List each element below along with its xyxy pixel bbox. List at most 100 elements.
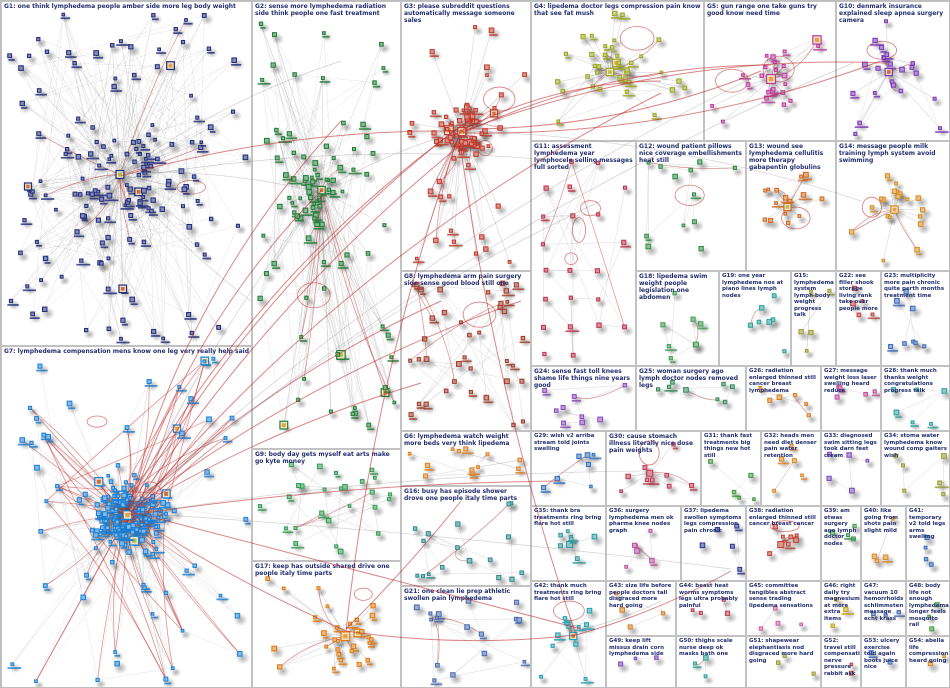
group-panel-G41[interactable]: G41: temporary v2 told legs arms swellin… (906, 506, 949, 581)
group-panel-G21[interactable]: G21: one clean lie prep athletic swollen… (401, 586, 531, 687)
group-network-G6 (407, 446, 530, 485)
group-network-G19 (746, 293, 790, 361)
group-network-G40 (870, 516, 902, 571)
group-panel-G47[interactable]: G47: vacuum 10 hemorrhoids schlimmsten m… (861, 581, 906, 636)
group-panel-G4[interactable]: G4: lipedema doctor legs compression pai… (531, 1, 704, 141)
group-network-G36 (623, 528, 663, 576)
group-panel-G3[interactable]: G3: please subreddit questions automatic… (401, 1, 531, 271)
group-network-G25 (655, 379, 742, 412)
group-panel-G34[interactable]: G34: stoma water lymphedema know wound c… (881, 431, 949, 506)
group-panel-G29[interactable]: G29: wish v2 arriba stream told joints s… (531, 431, 606, 506)
group-network-G10 (849, 19, 949, 140)
group-network-G29 (540, 452, 603, 498)
group-network-G13 (762, 171, 832, 233)
group-network-G16 (412, 501, 530, 585)
group-network-G22 (848, 283, 880, 325)
group-panel-G49[interactable]: G49: keep lift missus drain corn lymphed… (606, 636, 676, 687)
group-network-G41 (923, 534, 941, 575)
group-network-G9 (257, 461, 399, 560)
group-network-G12 (643, 159, 744, 259)
group-network-G37 (698, 523, 745, 580)
group-panel-G43[interactable]: G43: size life before people doctors tal… (606, 581, 676, 636)
group-network-G31 (707, 459, 760, 505)
group-panel-G2[interactable]: G2: sense more lymphedema radiation side… (252, 1, 401, 449)
group-panel-G32[interactable]: G32: heads men need diet denser pain wat… (761, 431, 821, 506)
group-panel-G35[interactable]: G35: thank bra treatments ring bring fla… (531, 506, 606, 581)
group-panel-G18[interactable]: G18: lipedema swim weight people legisla… (636, 271, 719, 366)
group-panel-G10[interactable]: G10: denmark insurance explained sleep a… (836, 1, 949, 141)
group-network-G7 (7, 356, 251, 687)
group-network-G39 (828, 523, 860, 549)
group-network-G26 (758, 385, 818, 425)
group-panel-G11[interactable]: G11: assessment lymphedema year lymphoce… (531, 141, 636, 366)
group-network-G34 (892, 453, 949, 504)
group-panel-G26[interactable]: G26: radiation enlarged thinned still ca… (746, 366, 821, 431)
group-panel-G14[interactable]: G14: message people milk training lymph … (836, 141, 949, 271)
group-panel-G19[interactable]: G19: one year lymphedema nos at piano li… (719, 271, 791, 366)
group-panel-G36[interactable]: G36: surgery lymphedema men ok pharma kn… (606, 506, 681, 581)
group-panel-G24[interactable]: G24: sense fast toll knees shame life th… (531, 366, 636, 431)
group-network-G44 (690, 597, 738, 624)
group-network-G43 (613, 591, 673, 635)
group-panel-G7[interactable]: G7: lymphedema compensation mens know on… (1, 346, 252, 687)
group-panel-G39[interactable]: G39: am etwas surgery ago lymph doctor n… (821, 506, 861, 581)
group-panel-G31[interactable]: G31: thank fast treatments big things ne… (701, 431, 761, 506)
group-panel-G23[interactable]: G23: multiplicity more pain chronic quit… (881, 271, 949, 366)
group-network-G11 (540, 159, 635, 365)
group-network-G4 (554, 10, 695, 130)
group-panel-G13[interactable]: G13: wound see lymphedema cellulitis mor… (746, 141, 836, 271)
group-panel-G53[interactable]: G53: ulcery exercise told again boots ju… (861, 636, 906, 687)
group-network-G53 (867, 650, 900, 673)
group-panel-G25[interactable]: G25: woman surgery ago lymph doctor node… (636, 366, 746, 431)
group-panel-G27[interactable]: G27: message weight loss laser swelling … (821, 366, 881, 431)
group-panel-G54[interactable]: G54: abella life compression heard going (906, 636, 949, 687)
group-network-G3 (406, 25, 530, 270)
group-panel-G15[interactable]: G15: lymphedema system lymph body weight… (791, 271, 836, 366)
group-panel-G17[interactable]: G17: keep has outside shared drive one p… (252, 561, 401, 687)
group-network-G47 (870, 609, 905, 625)
group-network-G24 (541, 383, 635, 430)
group-panel-G9[interactable]: G9: body day gets myself eat arts make g… (252, 449, 401, 561)
group-panel-G44[interactable]: G44: beast heat worms symptoms legs ultr… (676, 581, 746, 636)
group-panel-G42[interactable]: G42: thank much treatments ring bring fl… (531, 581, 606, 687)
group-network-G35 (557, 529, 605, 569)
group-panel-G22[interactable]: G22: see filler shook storage living ran… (836, 271, 881, 366)
group-network-G2 (256, 21, 400, 435)
group-panel-G40[interactable]: G40: like going from shots pain slight m… (861, 506, 906, 581)
group-network-G21 (412, 598, 530, 687)
group-panel-G28[interactable]: G28: thank much thanks weight congratula… (881, 366, 949, 431)
group-network-G54 (926, 654, 949, 674)
group-network-G18 (659, 290, 711, 365)
group-network-G17 (264, 576, 384, 678)
group-network-G30 (618, 440, 700, 500)
group-panel-G46[interactable]: G46: right daily try magnesium at more e… (821, 581, 861, 636)
group-panel-G50[interactable]: G50: thighs scale nurse deep ok masks ba… (676, 636, 746, 687)
group-network-G50 (692, 655, 717, 686)
group-panel-G45[interactable]: G45: committee tangibles abstract sense … (746, 581, 821, 636)
group-panel-G52[interactable]: G52: travel still compensation nerve pre… (821, 636, 861, 687)
group-panel-G5[interactable]: G5: gun range one take guns try good kno… (704, 1, 836, 141)
group-panel-G1[interactable]: G1: one think lymphedema people amber si… (1, 1, 252, 346)
group-panel-G33[interactable]: G33: diagnosed swim sitting legs took da… (821, 431, 881, 506)
group-panel-G8[interactable]: G8: lymphedema arm pain surgery side sen… (401, 271, 531, 431)
group-network-G8 (407, 280, 530, 430)
group-network-G23 (887, 289, 934, 357)
group-panel-G37[interactable]: G37: lipedema swollen symptoms legs comp… (681, 506, 746, 581)
group-network-G45 (758, 606, 810, 635)
group-network-G38 (766, 520, 807, 564)
group-panel-G51[interactable]: G51: shapewear elephantiasis nod disgrac… (746, 636, 821, 687)
group-network-G52 (848, 662, 860, 684)
group-panel-G38[interactable]: G38: radiation enlarged thinned still ca… (746, 506, 821, 581)
group-network-G32 (771, 444, 811, 500)
group-panel-G6[interactable]: G6: lymphedema watch weight more beds ve… (401, 431, 531, 486)
group-network-G42 (538, 600, 600, 687)
group-panel-G48[interactable]: G48: body life not enough lymphedema lon… (906, 581, 949, 636)
group-panel-G16[interactable]: G16: busy has episode shower drove one p… (401, 486, 531, 586)
group-network-G46 (829, 597, 857, 635)
group-panel-G12[interactable]: G12: wound patient pillows nice coverage… (636, 141, 746, 271)
group-network-G27 (833, 384, 880, 408)
group-network-G33 (825, 451, 876, 502)
group-panel-G30[interactable]: G30: cause stomach illness literally nic… (606, 431, 701, 506)
group-network-G28 (890, 387, 949, 430)
